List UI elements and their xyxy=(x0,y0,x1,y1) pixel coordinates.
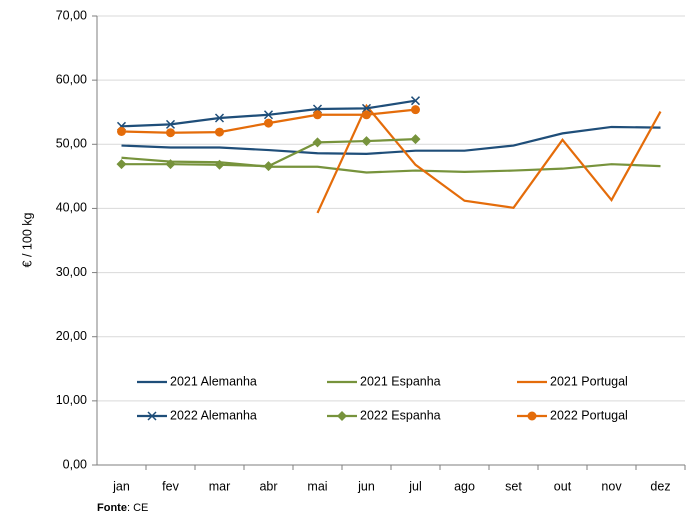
x-tick-label: out xyxy=(554,479,572,493)
source-label: Fonte xyxy=(97,502,127,514)
x-tick-label: abr xyxy=(259,479,277,493)
data-point xyxy=(411,105,420,115)
data-point xyxy=(214,113,225,123)
legend-label: 2021 Portugal xyxy=(550,374,628,388)
data-point xyxy=(362,110,371,120)
data-point xyxy=(117,126,126,136)
x-tick-label: jan xyxy=(112,479,130,493)
y-tick-label: 30,00 xyxy=(56,265,87,279)
data-point xyxy=(263,110,274,120)
legend-label: 2022 Espanha xyxy=(360,408,441,422)
x-tick-label: nov xyxy=(601,479,622,493)
x-tick-label: dez xyxy=(650,479,670,493)
y-tick-label: 50,00 xyxy=(56,137,87,151)
y-tick-label: 40,00 xyxy=(56,201,87,215)
y-tick-label: 20,00 xyxy=(56,329,87,343)
legend-marker xyxy=(147,411,157,421)
x-tick-label: jul xyxy=(408,479,422,493)
legend-label: 2022 Portugal xyxy=(550,408,628,422)
source-text: : CE xyxy=(127,502,148,514)
y-tick-label: 0,00 xyxy=(63,457,87,471)
x-tick-label: mar xyxy=(209,479,231,493)
legend-label: 2021 Espanha xyxy=(360,374,441,388)
x-tick-label: set xyxy=(505,479,522,493)
data-point xyxy=(166,128,175,138)
data-point xyxy=(215,127,224,137)
data-point xyxy=(165,159,176,170)
legend-marker xyxy=(337,411,347,421)
data-point xyxy=(165,119,176,129)
source: Fonte: CE xyxy=(97,502,148,514)
y-tick-label: 10,00 xyxy=(56,393,87,407)
data-point xyxy=(264,118,273,128)
legend-label: 2021 Alemanha xyxy=(170,374,257,388)
x-tick-label: ago xyxy=(454,479,475,493)
data-point xyxy=(361,103,372,113)
data-point xyxy=(313,110,322,120)
data-point xyxy=(312,137,323,148)
y-tick-label: 60,00 xyxy=(56,72,87,86)
series-line xyxy=(121,125,661,156)
legend-label: 2022 Alemanha xyxy=(170,408,257,422)
data-point xyxy=(361,136,372,147)
y-tick-label: 70,00 xyxy=(56,8,87,22)
y-axis-label: € / 100 kg xyxy=(20,213,34,268)
data-point xyxy=(263,161,274,172)
data-point xyxy=(410,134,421,145)
x-tick-label: mai xyxy=(307,479,327,493)
x-tick-label: fev xyxy=(162,479,179,493)
series-line xyxy=(121,156,661,174)
data-point xyxy=(214,159,225,170)
data-point xyxy=(410,96,421,106)
x-tick-label: jun xyxy=(357,479,375,493)
legend-marker xyxy=(527,411,537,421)
data-point xyxy=(116,159,127,170)
series-line xyxy=(316,103,662,214)
